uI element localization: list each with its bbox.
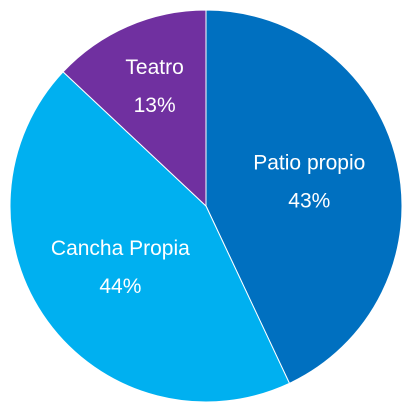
slice-label: Patio propio xyxy=(253,151,365,174)
pie-slice xyxy=(62,9,207,208)
slice-value-label: 43% xyxy=(288,189,330,212)
pie-slice xyxy=(9,71,291,403)
slice-label: Teatro xyxy=(125,56,183,79)
pie-slice xyxy=(205,9,403,385)
slice-label: Cancha Propia xyxy=(51,237,190,260)
slice-value-label: 44% xyxy=(99,275,141,298)
slice-value-label: 13% xyxy=(134,94,176,117)
